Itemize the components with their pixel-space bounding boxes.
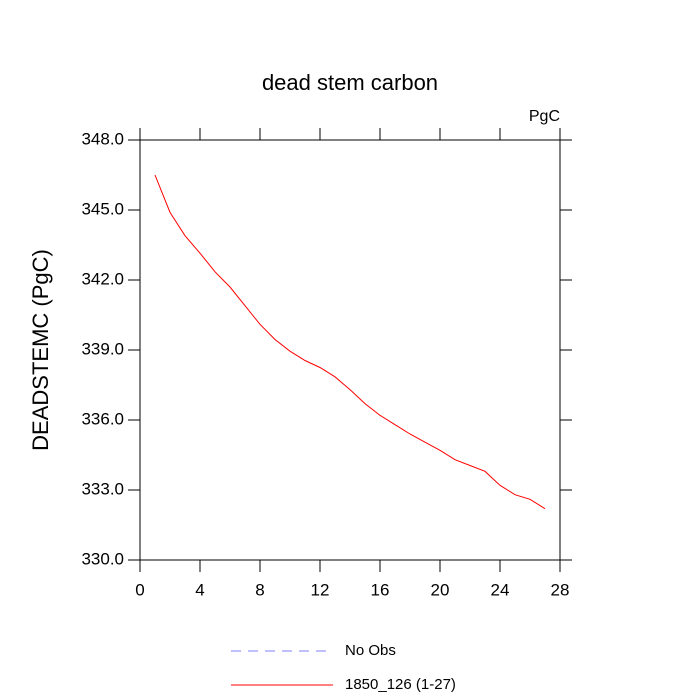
x-tick-label: 28	[551, 580, 570, 599]
legend-label: No Obs	[345, 642, 396, 659]
chart-title: dead stem carbon	[262, 70, 438, 95]
x-tick-label: 16	[371, 580, 390, 599]
legend-label: 1850_126 (1-27)	[345, 676, 456, 693]
y-tick-label: 330.0	[81, 549, 124, 568]
units-label: PgC	[529, 108, 560, 125]
x-tick-label: 4	[195, 580, 204, 599]
x-tick-label: 8	[255, 580, 264, 599]
data-line	[154, 174, 546, 510]
y-tick-label: 333.0	[81, 479, 124, 498]
x-tick-label: 20	[431, 580, 450, 599]
y-tick-label: 342.0	[81, 269, 124, 288]
y-axis-title: DEADSTEMC (PgC)	[28, 249, 53, 451]
y-tick-label: 339.0	[81, 339, 124, 358]
x-tick-label: 24	[491, 580, 510, 599]
x-tick-label: 0	[135, 580, 144, 599]
y-tick-label: 348.0	[81, 129, 124, 148]
y-tick-label: 345.0	[81, 199, 124, 218]
y-tick-label: 336.0	[81, 409, 124, 428]
x-tick-label: 12	[311, 580, 330, 599]
